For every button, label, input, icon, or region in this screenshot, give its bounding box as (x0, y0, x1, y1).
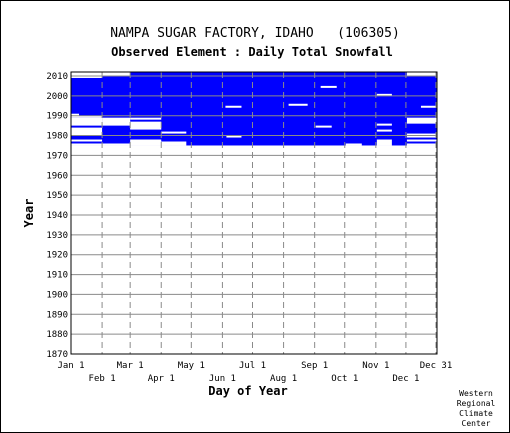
missing-gap-24 (376, 93, 392, 96)
x-tick-jun-1: Jun 1 (209, 374, 236, 384)
x-tick-feb-1: Feb 1 (89, 374, 116, 384)
missing-gap-21 (376, 139, 392, 146)
missing-gap-0 (71, 143, 103, 146)
missing-gap-25 (406, 143, 439, 146)
x-tick-nov-1: Nov 1 (362, 361, 389, 371)
y-tick-1870: 1870 (46, 350, 68, 360)
missing-gap-20 (345, 143, 362, 146)
missing-gap-23 (376, 123, 392, 126)
missing-gap-18 (315, 125, 332, 128)
y-axis-title: Year (22, 199, 36, 228)
credit-line-4: Center (461, 419, 491, 428)
x-tick-dec-31: Dec 31 (420, 361, 453, 371)
x-tick-jan-1: Jan 1 (57, 361, 84, 371)
missing-gap-13 (161, 141, 187, 146)
missing-gap-5 (71, 72, 103, 78)
y-tick-1950: 1950 (46, 191, 68, 201)
missing-gap-11 (130, 121, 162, 130)
record-block (71, 72, 437, 146)
y-tick-1910: 1910 (46, 271, 68, 281)
y-tick-1930: 1930 (46, 231, 68, 241)
y-tick-1890: 1890 (46, 310, 68, 320)
chart-title: NAMPA SUGAR FACTORY, IDAHO (106305) (110, 26, 400, 41)
missing-gap-9 (102, 72, 131, 76)
y-tick-1980: 1980 (46, 132, 68, 142)
missing-gap-12 (130, 117, 162, 120)
missing-gap-4 (71, 115, 103, 118)
missing-gap-1 (71, 139, 103, 142)
y-tick-1920: 1920 (46, 251, 68, 261)
x-tick-labels: Jan 1 Mar 1 May 1 Jul 1 Sep 1 Nov 1 Dec 31 Feb … (57, 361, 452, 384)
y-tick-1970: 1970 (46, 151, 68, 161)
y-tick-1960: 1960 (46, 171, 68, 181)
missing-gap-14 (161, 131, 187, 134)
x-tick-aug-1: Aug 1 (270, 374, 297, 384)
x-tick-dec-1: Dec 1 (392, 374, 419, 384)
missing-gap-3 (71, 117, 103, 126)
missing-gap-6 (71, 113, 80, 116)
wrcc-credit: Western Regional Climate Center (446, 389, 506, 429)
credit-line-1: Western (459, 389, 493, 398)
y-tick-2010: 2010 (46, 72, 68, 82)
missing-gap-2 (71, 127, 103, 136)
plot-border (70, 71, 438, 355)
credit-line-3: Climate (459, 409, 493, 418)
y-tick-1880: 1880 (46, 330, 68, 340)
y-tick-2000: 2000 (46, 92, 68, 102)
missing-gap-15 (225, 105, 242, 108)
x-tick-may-1: May 1 (178, 361, 205, 371)
missing-gap-16 (226, 135, 242, 138)
chart-subtitle: Observed Element : Daily Total Snowfall (111, 45, 393, 59)
y-tick-1900: 1900 (46, 290, 68, 300)
x-tick-sep-1: Sep 1 (301, 361, 328, 371)
x-axis-title: Day of Year (208, 384, 287, 398)
data-layer (71, 72, 439, 146)
credit-line-2: Regional (456, 399, 496, 408)
missing-gap-28 (406, 117, 439, 124)
y-tick-labels: 2010 2000 1990 1980 1970 1960 1950 1940 1930 1920… (46, 72, 68, 360)
y-tick-1940: 1940 (46, 211, 68, 221)
x-tick-oct-1: Oct 1 (331, 374, 358, 384)
missing-gap-8 (102, 117, 131, 126)
missing-gap-30 (420, 105, 439, 108)
x-tick-mar-1: Mar 1 (117, 361, 144, 371)
missing-gap-7 (102, 143, 131, 146)
y-tick-1990: 1990 (46, 112, 68, 122)
x-tick-apr-1: Apr 1 (148, 374, 175, 384)
x-tick-jul-1: Jul 1 (239, 361, 266, 371)
missing-gap-29 (406, 72, 439, 76)
missing-gap-17 (320, 85, 337, 88)
missing-gap-26 (406, 139, 439, 142)
missing-gap-10 (130, 139, 162, 146)
missing-gap-22 (376, 129, 392, 132)
missing-gap-19 (288, 103, 308, 106)
